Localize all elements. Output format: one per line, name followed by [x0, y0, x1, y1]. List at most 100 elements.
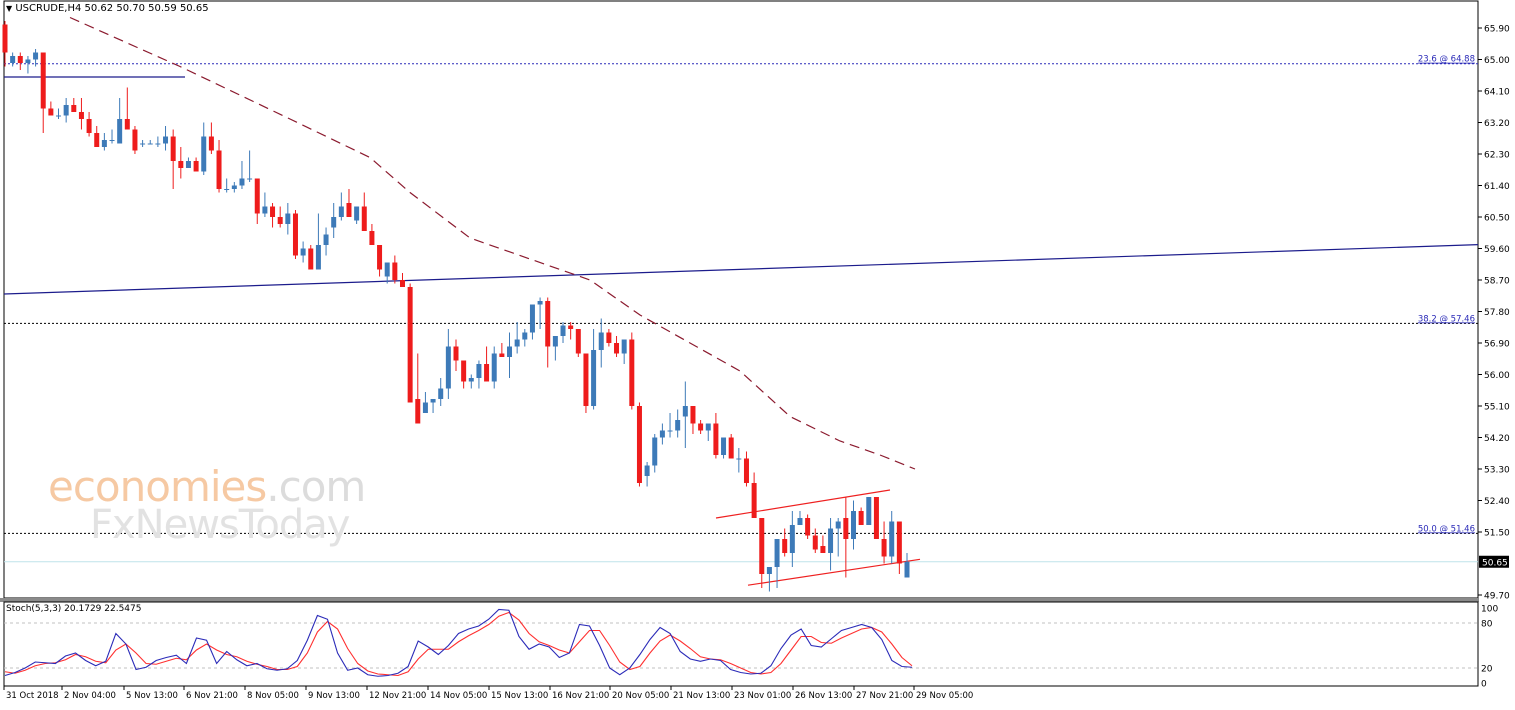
candle-bearish[interactable] — [399, 280, 405, 287]
candle-bearish[interactable] — [78, 112, 84, 119]
candle-bullish[interactable] — [285, 213, 291, 225]
candle-bearish[interactable] — [292, 213, 298, 256]
candle-bearish[interactable] — [782, 539, 788, 553]
candle-bullish[interactable] — [774, 539, 780, 567]
candle-bearish[interactable] — [698, 423, 704, 431]
candle-bearish[interactable] — [369, 231, 375, 245]
candle-bullish[interactable] — [736, 458, 742, 460]
symbol-header[interactable]: ▼ USCRUDE,H4 50.62 50.70 50.59 50.65 — [6, 3, 209, 14]
candle-bearish[interactable] — [713, 423, 719, 456]
candle-bullish[interactable] — [621, 339, 627, 354]
candle-bullish[interactable] — [117, 119, 123, 144]
candle-bullish[interactable] — [231, 185, 237, 190]
candle-bullish[interactable] — [889, 521, 895, 557]
candle-bearish[interactable] — [499, 353, 505, 358]
candle-bullish[interactable] — [445, 346, 451, 389]
candle-bullish[interactable] — [552, 336, 558, 347]
candle-bullish[interactable] — [659, 430, 665, 438]
candle-bullish[interactable] — [185, 161, 191, 168]
candle-bullish[interactable] — [468, 378, 474, 382]
candle-bearish[interactable] — [583, 353, 589, 407]
candle-bearish[interactable] — [461, 360, 467, 382]
candle-bullish[interactable] — [491, 353, 497, 382]
candle-bearish[interactable] — [545, 301, 551, 347]
candle-bullish[interactable] — [797, 518, 803, 525]
candle-bearish[interactable] — [415, 399, 421, 424]
candle-bearish[interactable] — [629, 339, 635, 407]
candle-bullish[interactable] — [140, 143, 146, 145]
candle-bearish[interactable] — [812, 535, 818, 550]
candle-bearish[interactable] — [193, 161, 199, 172]
candle-bullish[interactable] — [866, 497, 872, 525]
candle-bullish[interactable] — [522, 332, 528, 340]
candle-bearish[interactable] — [484, 364, 490, 382]
candle-bullish[interactable] — [109, 140, 115, 141]
candle-bearish[interactable] — [568, 325, 574, 330]
triangle-down-icon[interactable]: ▼ — [6, 4, 13, 13]
candle-bearish[interactable] — [308, 248, 314, 270]
pane-separator[interactable] — [0, 598, 1479, 602]
candle-bearish[interactable] — [881, 539, 887, 557]
candle-bullish[interactable] — [262, 206, 268, 214]
candle-bullish[interactable] — [163, 136, 169, 144]
candle-bullish[interactable] — [384, 262, 390, 277]
candle-bullish[interactable] — [835, 521, 841, 529]
candle-bullish[interactable] — [529, 304, 535, 333]
candle-bearish[interactable] — [254, 178, 260, 214]
candle-bullish[interactable] — [850, 511, 856, 539]
candle-bullish[interactable] — [63, 105, 69, 116]
candle-bearish[interactable] — [453, 346, 459, 361]
candle-bullish[interactable] — [644, 465, 650, 477]
candle-bearish[interactable] — [377, 245, 383, 270]
candle-bearish[interactable] — [743, 458, 749, 484]
candle-bearish[interactable] — [71, 105, 77, 112]
candle-bearish[interactable] — [896, 521, 902, 564]
candle-bullish[interactable] — [514, 339, 520, 347]
candle-bullish[interactable] — [675, 420, 681, 431]
candle-bullish[interactable] — [338, 206, 344, 218]
candle-bullish[interactable] — [56, 115, 62, 117]
candle-bearish[interactable] — [636, 406, 642, 483]
candle-bearish[interactable] — [2, 24, 8, 53]
candle-bullish[interactable] — [598, 332, 604, 351]
candle-bullish[interactable] — [682, 406, 688, 417]
trendline-rising-blue-long[interactable] — [3, 244, 1479, 295]
candle-bullish[interactable] — [904, 561, 910, 578]
candle-bullish[interactable] — [247, 178, 253, 180]
candle-bearish[interactable] — [17, 56, 23, 63]
candle-bearish[interactable] — [820, 546, 826, 553]
candle-bullish[interactable] — [323, 234, 329, 246]
candle-bullish[interactable] — [33, 52, 39, 60]
candle-bearish[interactable] — [843, 518, 849, 539]
candle-bearish[interactable] — [751, 483, 757, 518]
candle-bearish[interactable] — [346, 203, 352, 217]
candle-bullish[interactable] — [300, 248, 306, 256]
candle-bearish[interactable] — [873, 497, 879, 539]
candle-bullish[interactable] — [147, 143, 153, 145]
candle-bearish[interactable] — [94, 133, 100, 147]
candle-bearish[interactable] — [728, 437, 734, 459]
candle-bearish[interactable] — [208, 136, 214, 151]
candle-bullish[interactable] — [101, 140, 107, 147]
candle-bearish[interactable] — [216, 150, 222, 190]
candle-bullish[interactable] — [828, 528, 834, 554]
candle-bearish[interactable] — [40, 52, 46, 109]
candle-bearish[interactable] — [277, 217, 283, 224]
candle-bullish[interactable] — [354, 206, 360, 221]
candle-bullish[interactable] — [705, 423, 711, 431]
candle-bullish[interactable] — [507, 346, 513, 358]
candle-bullish[interactable] — [537, 301, 543, 305]
candle-bullish[interactable] — [10, 56, 16, 63]
candle-bearish[interactable] — [614, 343, 620, 354]
candle-bullish[interactable] — [315, 245, 321, 270]
candle-bearish[interactable] — [48, 108, 54, 116]
candle-bullish[interactable] — [25, 59, 31, 64]
candle-bearish[interactable] — [575, 329, 581, 354]
candle-bearish[interactable] — [690, 406, 696, 424]
candle-bullish[interactable] — [476, 364, 482, 378]
candle-bullish[interactable] — [201, 136, 207, 172]
candle-bearish[interactable] — [270, 206, 276, 218]
candle-bearish[interactable] — [858, 511, 864, 525]
